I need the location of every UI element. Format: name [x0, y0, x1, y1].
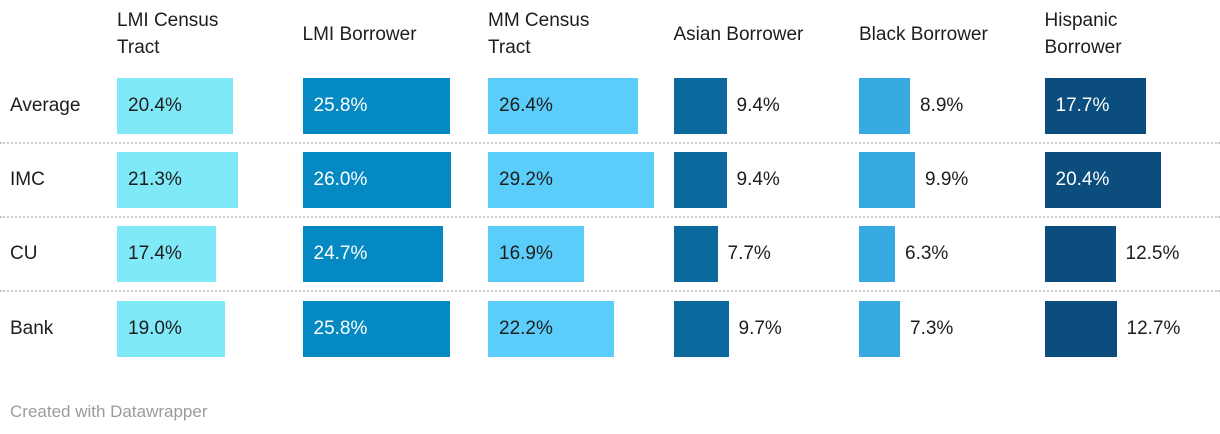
bar-value-label: 17.7% — [1055, 95, 1110, 116]
row-label: Average — [10, 95, 81, 116]
bar-value-label: 20.4% — [128, 95, 182, 116]
bar-value-label: 12.5% — [1125, 243, 1180, 264]
bar — [859, 152, 915, 208]
bar-cell: 17.7% — [1035, 78, 1220, 134]
bar-cell: 9.9% — [849, 152, 1035, 208]
bar: 21.3% — [117, 152, 238, 208]
bar-cell: 9.4% — [664, 152, 850, 208]
bar-cell: 24.7% — [293, 226, 479, 282]
bar-value-label: 8.9% — [920, 95, 964, 116]
column-header: MM Census Tract — [488, 10, 590, 58]
bar-value-label: 26.0% — [313, 169, 368, 190]
bar-cell: 25.8% — [293, 301, 479, 357]
bar-cell: 9.7% — [664, 301, 850, 357]
bar: 19.0% — [117, 301, 225, 357]
table-row: CU 17.4% 24.7% 16.9% 7.7% 6.3% 12.5% — [0, 218, 1220, 292]
bar-cell: 19.0% — [107, 301, 293, 357]
bar-value-label: 17.4% — [128, 243, 182, 264]
row-label: Bank — [10, 318, 54, 339]
bar: 25.8% — [302, 301, 450, 357]
bar-cell: 8.9% — [849, 78, 1035, 134]
bar-cell: 20.4% — [107, 78, 293, 134]
bar: 17.7% — [1044, 78, 1146, 134]
table-row: Bank 19.0% 25.8% 22.2% 9.7% 7.3% 12.7% — [0, 292, 1220, 366]
bar-value-label: 7.7% — [727, 243, 771, 264]
bar-cell: 7.7% — [664, 226, 850, 282]
bar — [673, 226, 718, 282]
bar — [673, 301, 729, 357]
column-header: Hispanic Borrower — [1044, 10, 1122, 58]
bar-value-label: 24.7% — [313, 243, 368, 264]
column-headers: LMI Census Tract LMI Borrower MM Census Tr… — [0, 0, 1220, 70]
bar-cell: 21.3% — [107, 152, 293, 208]
bar: 22.2% — [488, 301, 614, 357]
bar: 17.4% — [117, 226, 216, 282]
bar-value-label: 21.3% — [128, 169, 182, 190]
bar-value-label: 9.4% — [736, 169, 780, 190]
bar-value-label: 12.7% — [1126, 318, 1181, 339]
column-header: Asian Borrower — [673, 23, 804, 45]
bar-value-label: 25.8% — [313, 95, 368, 116]
bar-cell: 29.2% — [478, 152, 664, 208]
bar: 20.4% — [117, 78, 233, 134]
table-row: Average 20.4% 25.8% 26.4% 9.4% 8.9% 17.7% — [0, 70, 1220, 144]
bar-cell: 17.4% — [107, 226, 293, 282]
bar: 24.7% — [302, 226, 443, 282]
table-row: IMC 21.3% 26.0% 29.2% 9.4% 9.9% 20.4% — [0, 144, 1220, 218]
bar-value-label: 9.9% — [925, 169, 969, 190]
column-header: LMI Census Tract — [117, 10, 219, 58]
bar-cell: 16.9% — [478, 226, 664, 282]
row-label: CU — [10, 243, 38, 264]
bar: 26.4% — [488, 78, 638, 134]
bar — [859, 78, 910, 134]
column-header: Black Borrower — [859, 23, 988, 45]
bar-cell: 20.4% — [1035, 152, 1220, 208]
bar: 26.0% — [302, 152, 451, 208]
bar-value-label: 16.9% — [499, 243, 553, 264]
bar-cell: 7.3% — [849, 301, 1035, 357]
bar — [1044, 301, 1117, 357]
bar-cell: 22.2% — [478, 301, 664, 357]
bar: 29.2% — [488, 152, 654, 208]
datawrapper-credit: Created with Datawrapper — [10, 402, 208, 421]
bar: 16.9% — [488, 226, 584, 282]
bar-value-label: 6.3% — [905, 243, 949, 264]
bar-value-label: 22.2% — [499, 318, 553, 339]
bar-value-label: 25.8% — [313, 318, 368, 339]
bar-cell: 26.0% — [293, 152, 479, 208]
bar-value-label: 20.4% — [1055, 169, 1110, 190]
bar-value-label: 9.7% — [738, 318, 782, 339]
bar-cell: 6.3% — [849, 226, 1035, 282]
bar-cell: 12.7% — [1035, 301, 1220, 357]
bar — [673, 152, 727, 208]
bar — [1044, 226, 1116, 282]
bar — [673, 78, 727, 134]
bar-cell: 12.5% — [1035, 226, 1220, 282]
bar-value-label: 9.4% — [736, 95, 780, 116]
bar-value-label: 19.0% — [128, 318, 182, 339]
bar — [859, 301, 900, 357]
bar-value-label: 7.3% — [910, 318, 954, 339]
bar-value-label: 29.2% — [499, 169, 553, 190]
bar: 25.8% — [302, 78, 450, 134]
bar-cell: 26.4% — [478, 78, 664, 134]
bar-value-label: 26.4% — [499, 95, 553, 116]
row-label: IMC — [10, 169, 45, 190]
table-body: Average 20.4% 25.8% 26.4% 9.4% 8.9% 17.7% IMC 21… — [0, 70, 1220, 366]
bar-cell: 25.8% — [293, 78, 479, 134]
bar — [859, 226, 895, 282]
column-header: LMI Borrower — [302, 23, 417, 45]
bar-cell: 9.4% — [664, 78, 850, 134]
bar: 20.4% — [1044, 152, 1161, 208]
